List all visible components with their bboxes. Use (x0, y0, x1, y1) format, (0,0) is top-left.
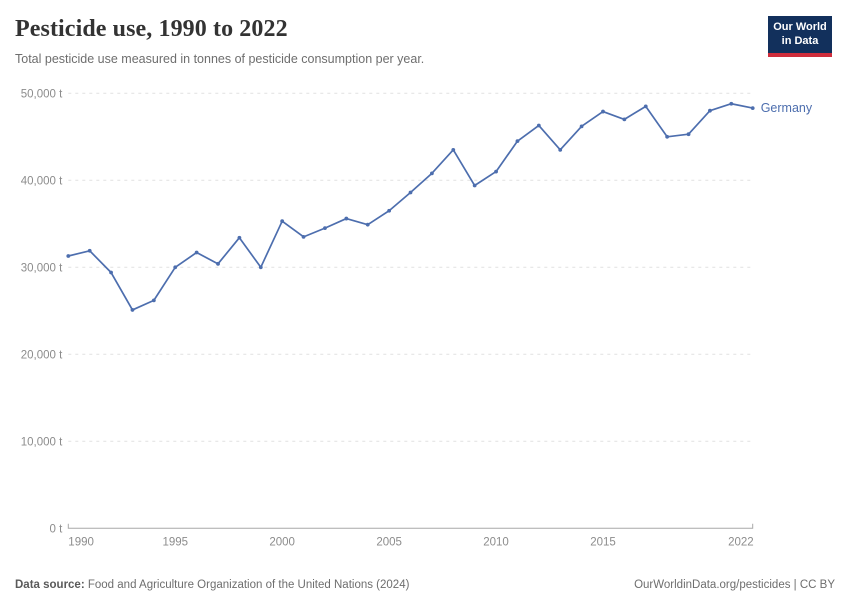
data-point-marker (750, 106, 755, 110)
x-axis-tick-label: 2015 (590, 536, 616, 548)
data-point-marker (729, 101, 734, 106)
chart-header: Pesticide use, 1990 to 2022 Total pestic… (15, 16, 750, 66)
data-point-marker (237, 235, 242, 240)
data-point-marker (643, 104, 648, 109)
y-axis-tick-label: 30,000 t (21, 262, 63, 274)
data-point-marker (194, 250, 199, 255)
data-point-marker (536, 123, 541, 128)
data-point-marker (601, 109, 605, 114)
data-point-marker (301, 234, 306, 239)
data-point-marker (323, 226, 327, 231)
data-point-marker (130, 308, 135, 312)
data-source-label: Data source: (15, 579, 85, 591)
x-axis-line (67, 523, 754, 529)
data-point-marker (622, 117, 627, 122)
x-axis-tick-label: 1995 (162, 536, 188, 548)
data-point-marker (109, 270, 113, 275)
x-axis-tick-label: 2000 (269, 536, 295, 548)
data-point-marker (151, 298, 156, 303)
entity-label-germany[interactable]: Germany (761, 101, 813, 115)
data-point-marker (280, 219, 285, 224)
chart-footer: Data source: Food and Agriculture Organi… (15, 579, 835, 591)
data-source-note: Data source: Food and Agriculture Organi… (15, 579, 409, 591)
data-point-marker (686, 132, 691, 137)
chart-title: Pesticide use, 1990 to 2022 (15, 16, 288, 42)
data-point-marker (558, 147, 563, 152)
y-axis-tick-label: 50,000 t (21, 88, 63, 100)
data-point-marker (387, 208, 392, 213)
data-point-marker (87, 248, 92, 253)
line-series-germany[interactable] (67, 102, 754, 311)
data-point-marker (494, 169, 498, 174)
y-axis-tick-label: 40,000 t (21, 175, 63, 187)
data-point-marker (429, 171, 434, 176)
data-point-marker (579, 124, 584, 129)
data-point-marker (708, 108, 712, 113)
data-point-marker (451, 147, 456, 152)
x-axis-tick-label: 2010 (483, 536, 509, 548)
data-point-marker (472, 183, 477, 188)
data-source-text: Food and Agriculture Organization of the… (84, 579, 410, 591)
data-point-marker (66, 254, 71, 258)
owid-logo-text-line1: Our World (773, 21, 827, 33)
y-axis-tick-label: 20,000 t (21, 349, 63, 361)
x-axis-tick-label: 1990 (68, 536, 94, 548)
data-point-marker (408, 190, 413, 195)
y-axis-tick-label: 10,000 t (21, 436, 63, 448)
data-point-marker (515, 139, 520, 144)
owid-logo-text-line2: in Data (781, 34, 819, 47)
data-point-marker (365, 222, 370, 227)
x-axis-tick-label: 2005 (376, 536, 402, 548)
chart-subtitle: Total pesticide use measured in tonnes o… (15, 52, 425, 66)
data-point-marker (216, 261, 220, 266)
data-point-marker (344, 216, 349, 221)
y-axis-tick-label: 0 t (50, 523, 64, 535)
owid-logo[interactable]: Our World in Data (768, 16, 832, 57)
x-axis-tick-label: 2022 (728, 536, 754, 548)
data-point-marker (173, 265, 178, 270)
credit-link[interactable]: OurWorldinData.org/pesticides | CC BY (634, 579, 835, 591)
chart-canvas[interactable]: 0 t 10,000 t 20,000 t 30,000 t 40,000 t 50,00… (0, 0, 850, 560)
data-point-marker (258, 265, 263, 270)
data-point-marker (665, 134, 670, 139)
